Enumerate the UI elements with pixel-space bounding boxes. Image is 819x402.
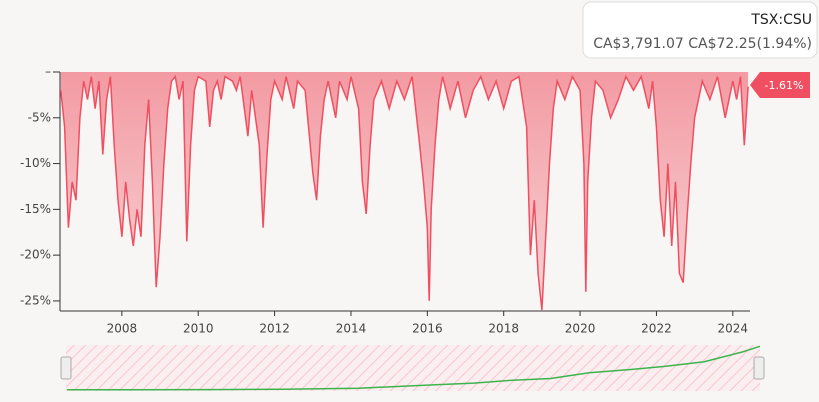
x-tick-label: 2024 (718, 322, 749, 336)
x-tick-label: 2010 (183, 322, 214, 336)
plot: – -5% -10% -15% -20% -25% 2008 2010 2012 2014 2016… (20, 65, 750, 336)
tooltip-price: CA$3,791.07 CA$72.25(1.94%) (593, 36, 812, 52)
x-tick-label: 2018 (488, 322, 519, 336)
x-tick-label: 2022 (641, 322, 672, 336)
navigator-handle-right[interactable] (753, 356, 765, 380)
x-tick-label: 2020 (565, 322, 596, 336)
y-tick-label: -15% (20, 202, 51, 216)
price: CA$3,791.07 (593, 36, 684, 52)
x-tick-label: 2016 (412, 322, 443, 336)
last-value-badge (750, 72, 810, 98)
change: CA$72.25(1.94%) (688, 36, 812, 52)
navigator-bg (66, 345, 760, 391)
y-tick-label: -20% (20, 248, 51, 262)
navigator-line (66, 345, 761, 391)
tooltip-symbol: TSX:CSU (750, 12, 812, 28)
drawdown-area (60, 72, 749, 311)
tooltip-box (582, 1, 818, 59)
y-tick-label: -5% (28, 110, 51, 124)
y-tick-label: -25% (20, 293, 51, 307)
x-tick-label: 2014 (336, 322, 367, 336)
drawdown-line (60, 74, 749, 311)
y-tick-label: – (45, 65, 51, 79)
x-tick-label: 2008 (107, 322, 138, 336)
x-tick-label: 2012 (259, 322, 290, 336)
navigator-handle-left[interactable] (60, 356, 72, 380)
y-tick-label: -10% (20, 156, 51, 170)
last-value-label: -1.61% (765, 79, 804, 92)
